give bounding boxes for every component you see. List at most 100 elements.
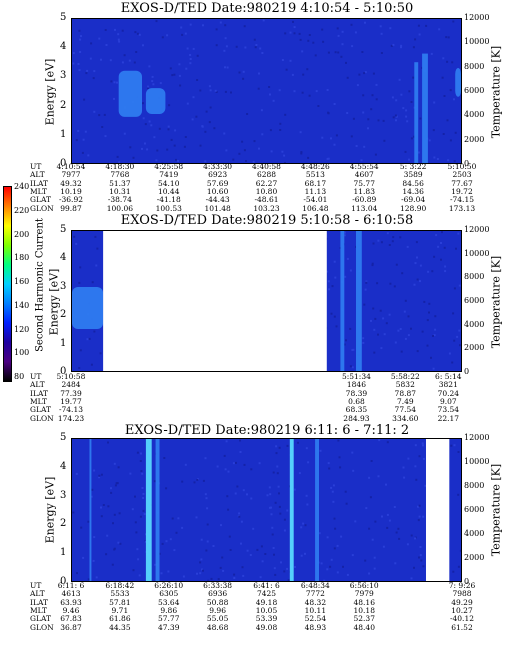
heatmap-speckle bbox=[72, 62, 75, 65]
heatmap-speckle bbox=[275, 445, 278, 448]
orbit-cell-glat: 67.83 bbox=[60, 614, 82, 624]
heatmap-speckle bbox=[444, 270, 447, 273]
heatmap-speckle bbox=[140, 470, 143, 473]
heatmap-speckle bbox=[305, 494, 308, 497]
heatmap-speckle bbox=[364, 71, 367, 74]
heatmap-speckle bbox=[104, 135, 107, 138]
heatmap-speckle bbox=[166, 34, 169, 37]
heatmap-speckle bbox=[400, 46, 402, 49]
heatmap-speckle bbox=[355, 145, 358, 147]
heatmap-speckle bbox=[192, 96, 195, 99]
heatmap-speckle bbox=[394, 341, 397, 344]
heatmap-speckle bbox=[286, 567, 289, 570]
heatmap-speckle bbox=[253, 140, 256, 143]
heatmap-speckle bbox=[446, 60, 449, 63]
heatmap-speckle bbox=[289, 59, 292, 62]
heatmap-speckle bbox=[346, 76, 349, 79]
orbit-cell-glat: 57.77 bbox=[158, 614, 180, 624]
heatmap-speckle bbox=[166, 148, 169, 151]
orbit-cell-alt: 5832 bbox=[395, 380, 415, 390]
heatmap-speckle bbox=[370, 460, 373, 462]
heatmap-speckle bbox=[410, 327, 412, 330]
heatmap-speckle bbox=[332, 484, 335, 487]
heatmap-speckle bbox=[371, 264, 374, 267]
y-tick-label: 1 bbox=[60, 128, 67, 140]
heatmap-speckle bbox=[93, 110, 96, 113]
heatmap-speckle bbox=[372, 242, 375, 245]
heatmap-feature-stripe bbox=[145, 439, 152, 581]
heatmap-speckle bbox=[333, 547, 336, 550]
heatmap-speckle bbox=[113, 462, 116, 465]
heatmap-speckle bbox=[367, 118, 370, 121]
heatmap-speckle bbox=[405, 109, 408, 112]
heatmap-speckle bbox=[417, 519, 420, 522]
heatmap-speckle bbox=[306, 503, 309, 506]
orbit-cell-glat: 61.86 bbox=[109, 614, 131, 624]
heatmap-speckle bbox=[331, 285, 334, 288]
heatmap-speckle bbox=[241, 566, 244, 569]
heatmap-speckle bbox=[395, 263, 398, 266]
heatmap-speckle bbox=[352, 117, 355, 120]
heatmap-speckle bbox=[417, 151, 420, 154]
heatmap-speckle bbox=[333, 260, 336, 263]
heatmap-speckle bbox=[377, 239, 380, 242]
heatmap-speckle bbox=[80, 35, 82, 38]
heatmap-speckle bbox=[255, 44, 258, 46]
heatmap-speckle bbox=[215, 44, 218, 47]
heatmap-speckle bbox=[383, 139, 386, 142]
heatmap-speckle bbox=[235, 45, 238, 48]
heatmap-speckle bbox=[334, 527, 337, 530]
heatmap-speckle bbox=[283, 529, 286, 532]
heatmap-speckle bbox=[386, 232, 389, 235]
heatmap-speckle bbox=[300, 151, 303, 154]
heatmap-speckle bbox=[142, 509, 145, 512]
heatmap-speckle bbox=[457, 232, 460, 235]
heatmap-speckle bbox=[260, 545, 263, 548]
heatmap-speckle bbox=[414, 465, 417, 468]
heatmap-speckle bbox=[186, 102, 189, 105]
heatmap-speckle bbox=[322, 40, 325, 43]
heatmap-speckle bbox=[165, 540, 168, 543]
heatmap-speckle bbox=[368, 527, 371, 530]
heatmap-speckle bbox=[238, 512, 241, 515]
heatmap-speckle bbox=[346, 112, 349, 114]
heatmap-speckle bbox=[244, 46, 247, 49]
heatmap-speckle bbox=[79, 266, 82, 269]
heatmap-speckle bbox=[156, 149, 159, 152]
heatmap-speckle bbox=[215, 91, 218, 93]
heatmap-speckle bbox=[364, 21, 366, 24]
heatmap-speckle bbox=[205, 549, 208, 552]
heatmap-speckle bbox=[110, 491, 113, 494]
heatmap-speckle bbox=[393, 506, 396, 508]
heatmap-speckle bbox=[75, 139, 78, 142]
heatmap-speckle bbox=[404, 150, 407, 153]
heatmap-speckle bbox=[453, 160, 456, 163]
heatmap-speckle bbox=[457, 451, 460, 453]
heatmap-speckle bbox=[326, 157, 329, 160]
heatmap-speckle bbox=[147, 87, 149, 89]
panel-2-y2ticks: 12000 10000 8000 6000 4000 2000 0 bbox=[464, 225, 500, 376]
heatmap-speckle bbox=[395, 119, 397, 122]
heatmap-speckle bbox=[388, 313, 391, 316]
heatmap-speckle bbox=[446, 119, 449, 122]
orbit-cell-mlt: 10.31 bbox=[109, 186, 131, 196]
heatmap-speckle bbox=[292, 20, 294, 23]
orbit-cell-ilat: 63.93 bbox=[60, 597, 82, 607]
heatmap-speckle bbox=[449, 139, 452, 142]
heatmap-speckle bbox=[424, 484, 427, 487]
heatmap-speckle bbox=[100, 473, 103, 476]
heatmap-speckle bbox=[252, 160, 255, 163]
orbit-cell-glat: -41.18 bbox=[156, 195, 181, 205]
heatmap-speckle bbox=[142, 102, 144, 105]
heatmap-speckle bbox=[453, 339, 456, 342]
heatmap-speckle bbox=[381, 515, 383, 518]
heatmap-speckle bbox=[291, 73, 294, 76]
heatmap-speckle bbox=[380, 52, 383, 54]
heatmap-speckle bbox=[410, 137, 413, 140]
heatmap-speckle bbox=[221, 556, 224, 559]
heatmap-speckle bbox=[257, 87, 260, 90]
heatmap-speckle bbox=[364, 288, 367, 291]
heatmap-speckle bbox=[362, 341, 365, 344]
heatmap-speckle bbox=[442, 133, 445, 135]
heatmap-speckle bbox=[223, 49, 226, 52]
